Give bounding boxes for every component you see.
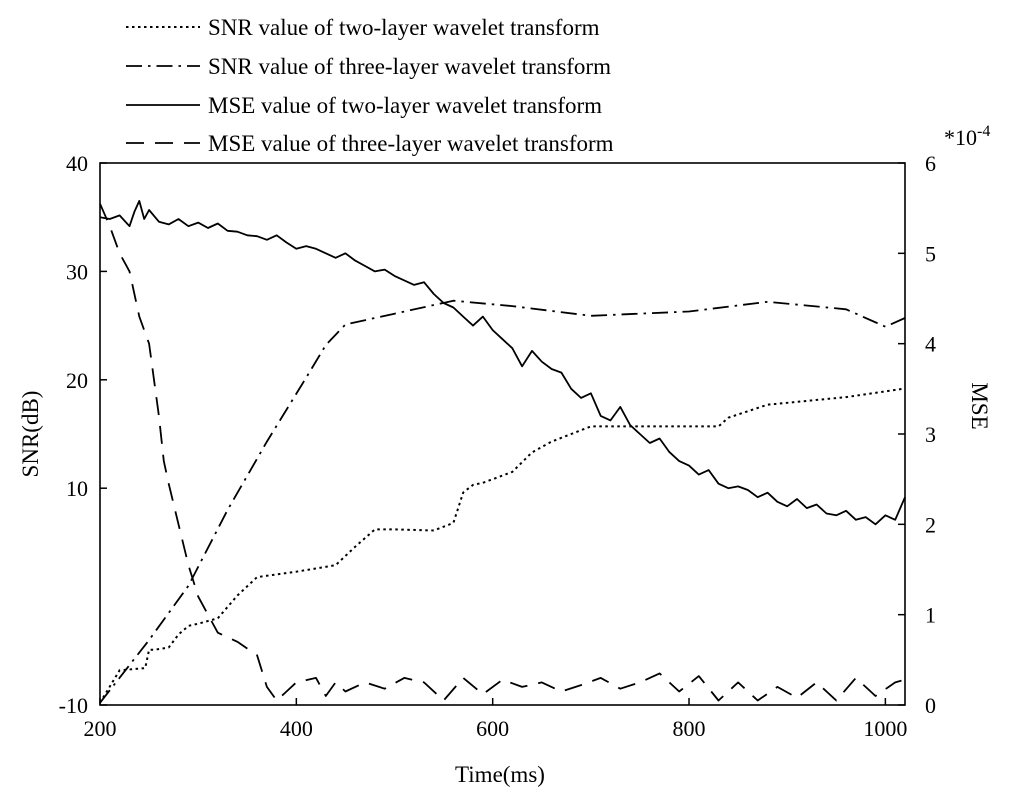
y-tick-label: 10 [66,476,88,501]
x-tick-label: 400 [280,716,313,741]
y2-multiplier: *10 [944,125,977,150]
y2-exponent-label: *10-4 [944,123,990,150]
legend-label: SNR value of two-layer wavelet transform [208,15,600,40]
x-tick-label: 1000 [863,716,907,741]
series-line-1 [99,387,906,704]
plot-frame [99,162,906,706]
legend-label: MSE value of three-layer wavelet transfo… [208,131,614,156]
y2-tick-label: 6 [925,151,936,176]
y-axis-label: SNR(dB) [18,391,43,478]
series-line-3 [99,199,906,526]
y2-tick-label: 0 [925,693,936,718]
y2-axis-label: MSE [967,382,992,429]
y2-tick-label: 4 [925,332,936,357]
x-axis: 200 400 600 800 1000 [84,698,907,741]
x-tick-label: 800 [673,716,706,741]
y2-tick-label: 1 [925,603,936,628]
series-layer [99,199,906,704]
y2-exponent: -4 [977,123,990,140]
y2-tick-label: 3 [925,422,936,447]
x-axis-label: Time(ms) [455,762,545,787]
series-line-4 [99,203,906,702]
series-line-2 [99,299,906,704]
legend-label: MSE value of two-layer wavelet transform [208,93,602,118]
y-tick-label: -10 [59,693,88,718]
y-tick-label: 30 [66,259,88,284]
legend: SNR value of two-layer wavelet transform… [126,15,614,156]
x-tick-label: 200 [84,716,117,741]
x-tick-label: 600 [476,716,509,741]
y2-tick-label: 2 [925,512,936,537]
legend-label: SNR value of three-layer wavelet transfo… [208,54,611,79]
y-tick-label: 20 [66,368,88,393]
y-tick-label: 40 [66,151,88,176]
y2-tick-label: 5 [925,241,936,266]
y-axis-left: -10 10 20 30 40 [59,151,107,718]
y-axis-right: 0 1 2 3 4 5 6 [898,151,936,718]
